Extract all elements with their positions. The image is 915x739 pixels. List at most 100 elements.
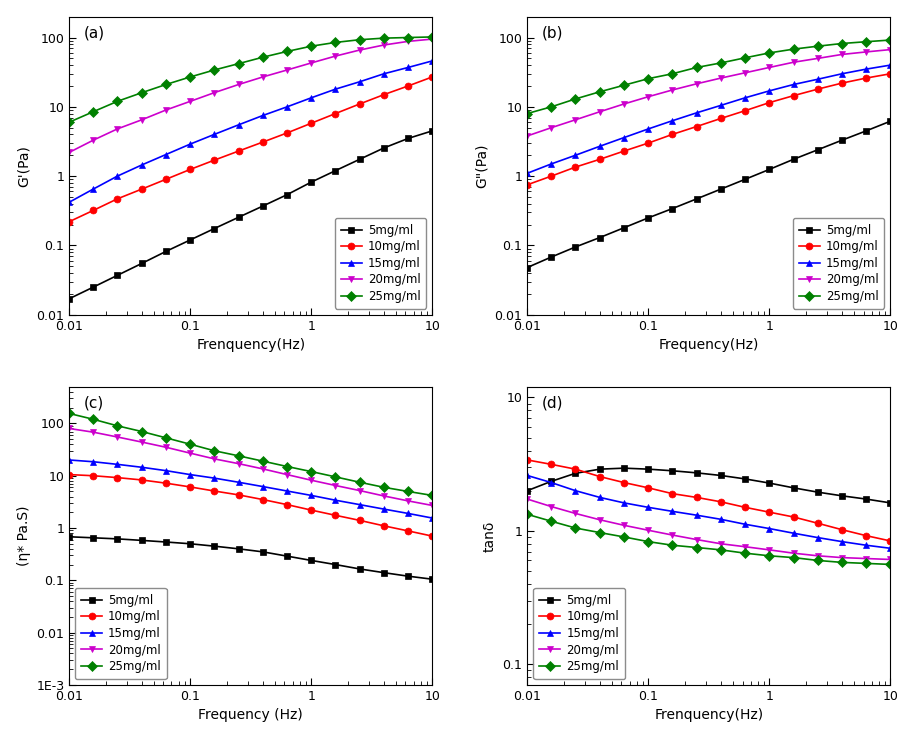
Line: 10mg/ml: 10mg/ml — [523, 457, 894, 545]
20mg/ml — [64, 148, 75, 157]
20mg/ml — [112, 124, 123, 133]
25mg/ml — [619, 81, 630, 89]
15mg/ml — [570, 486, 581, 495]
20mg/ml — [836, 50, 847, 59]
X-axis label: Frequency (Hz): Frequency (Hz) — [199, 709, 303, 722]
10mg/ml — [160, 175, 171, 184]
20mg/ml — [426, 501, 437, 510]
5mg/ml — [570, 469, 581, 477]
25mg/ml — [88, 107, 99, 116]
5mg/ml — [861, 494, 872, 503]
25mg/ml — [570, 95, 581, 103]
5mg/ml — [522, 263, 533, 272]
20mg/ml — [306, 476, 317, 485]
5mg/ml — [233, 213, 244, 222]
10mg/ml — [716, 497, 727, 506]
25mg/ml — [112, 421, 123, 430]
20mg/ml — [861, 47, 872, 56]
15mg/ml — [306, 93, 317, 102]
15mg/ml — [88, 185, 99, 194]
15mg/ml — [643, 503, 654, 512]
20mg/ml — [88, 428, 99, 437]
20mg/ml — [379, 491, 390, 500]
15mg/ml — [426, 514, 437, 522]
15mg/ml — [861, 541, 872, 550]
15mg/ml — [282, 103, 293, 112]
15mg/ml — [836, 69, 847, 78]
20mg/ml — [739, 68, 750, 77]
15mg/ml — [522, 168, 533, 177]
5mg/ml — [667, 204, 678, 213]
Y-axis label: (η* Pa.S): (η* Pa.S) — [16, 505, 31, 566]
15mg/ml — [209, 474, 220, 483]
5mg/ml — [354, 155, 365, 164]
25mg/ml — [570, 523, 581, 532]
20mg/ml — [570, 115, 581, 124]
20mg/ml — [185, 449, 196, 457]
25mg/ml — [716, 545, 727, 554]
10mg/ml — [426, 72, 437, 81]
20mg/ml — [788, 549, 799, 558]
5mg/ml — [257, 548, 268, 556]
10mg/ml — [546, 171, 557, 180]
5mg/ml — [185, 539, 196, 548]
10mg/ml — [209, 486, 220, 495]
15mg/ml — [233, 120, 244, 129]
10mg/ml — [233, 491, 244, 500]
5mg/ml — [813, 146, 824, 154]
25mg/ml — [257, 457, 268, 466]
10mg/ml — [306, 119, 317, 128]
20mg/ml — [691, 535, 702, 544]
Line: 10mg/ml: 10mg/ml — [66, 471, 436, 539]
25mg/ml — [354, 35, 365, 44]
20mg/ml — [667, 531, 678, 539]
15mg/ml — [691, 109, 702, 118]
5mg/ml — [64, 294, 75, 303]
10mg/ml — [764, 508, 775, 517]
15mg/ml — [64, 198, 75, 207]
25mg/ml — [739, 53, 750, 62]
20mg/ml — [861, 554, 872, 563]
20mg/ml — [64, 424, 75, 433]
20mg/ml — [885, 45, 896, 54]
15mg/ml — [282, 486, 293, 495]
25mg/ml — [426, 33, 437, 41]
25mg/ml — [379, 34, 390, 43]
10mg/ml — [88, 206, 99, 215]
20mg/ml — [813, 54, 824, 63]
15mg/ml — [546, 478, 557, 487]
20mg/ml — [522, 132, 533, 140]
5mg/ml — [667, 466, 678, 475]
Text: (b): (b) — [542, 26, 564, 41]
10mg/ml — [836, 78, 847, 87]
20mg/ml — [788, 58, 799, 67]
25mg/ml — [595, 87, 606, 96]
20mg/ml — [136, 437, 147, 446]
5mg/ml — [209, 542, 220, 551]
25mg/ml — [788, 554, 799, 562]
20mg/ml — [257, 72, 268, 81]
10mg/ml — [354, 100, 365, 109]
5mg/ml — [112, 534, 123, 543]
25mg/ml — [257, 52, 268, 61]
20mg/ml — [667, 86, 678, 95]
25mg/ml — [185, 72, 196, 81]
Legend: 5mg/ml, 10mg/ml, 15mg/ml, 20mg/ml, 25mg/ml: 5mg/ml, 10mg/ml, 15mg/ml, 20mg/ml, 25mg/… — [533, 588, 625, 679]
10mg/ml — [570, 163, 581, 171]
20mg/ml — [330, 52, 341, 61]
5mg/ml — [426, 575, 437, 584]
15mg/ml — [112, 460, 123, 469]
10mg/ml — [257, 495, 268, 504]
5mg/ml — [403, 572, 414, 581]
20mg/ml — [595, 107, 606, 116]
Line: 5mg/ml: 5mg/ml — [523, 465, 894, 506]
5mg/ml — [379, 568, 390, 577]
Line: 20mg/ml: 20mg/ml — [523, 46, 894, 140]
Y-axis label: tanδ: tanδ — [483, 520, 497, 551]
10mg/ml — [403, 526, 414, 535]
5mg/ml — [861, 126, 872, 135]
15mg/ml — [885, 61, 896, 69]
15mg/ml — [570, 151, 581, 160]
25mg/ml — [836, 39, 847, 48]
5mg/ml — [330, 166, 341, 175]
